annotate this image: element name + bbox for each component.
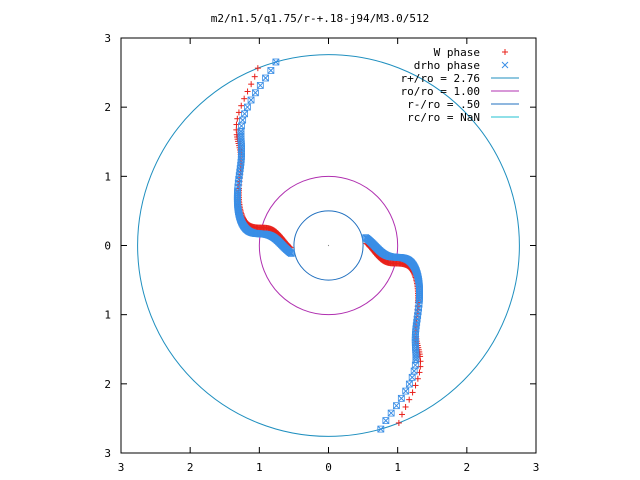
x-tick-label: 1 (256, 461, 263, 474)
reference-circle (137, 54, 520, 437)
x-tick-label: 3 (118, 461, 125, 474)
y-tick-label: 0 (104, 240, 111, 253)
y-tick-label: 3 (104, 447, 111, 460)
legend-label: ro/ro = 1.00 (401, 85, 480, 98)
drho-phase-point (387, 409, 395, 417)
reference-circle (258, 175, 399, 316)
drho-phase-point (272, 58, 280, 66)
drho-phase-point (256, 82, 264, 89)
drho-phase-point (247, 96, 255, 104)
w-phase-point (414, 375, 421, 382)
w-phase-point (402, 403, 409, 410)
x-tick-label: 0 (325, 461, 332, 474)
drho-phase-point (267, 67, 275, 74)
w-phase-point (398, 411, 405, 418)
w-phase-point (238, 102, 245, 109)
x-tick-label: 1 (394, 461, 401, 474)
w-phase-point (241, 95, 248, 102)
drho-phase-point (287, 249, 295, 257)
drho-phase-point (252, 89, 259, 97)
x-tick-label: 3 (533, 461, 540, 474)
drho-phase-point (402, 387, 410, 395)
drho-phase-point (244, 103, 251, 111)
y-tick-label: 2 (104, 378, 111, 391)
drho-phase-point (397, 394, 405, 402)
drho-phase-point (382, 417, 390, 425)
legend-label: r+/ro = 2.76 (401, 72, 480, 85)
chart-title: m2/n1.5/q1.75/r-+.18-j94/M3.0/512 (211, 12, 430, 25)
legend-label: rc/ro = NaN (407, 111, 480, 124)
drho-phase-point (405, 380, 413, 388)
y-tick-label: 2 (104, 101, 111, 114)
w-phase-point (244, 88, 251, 95)
legend-label: r-/ro = .50 (407, 98, 480, 111)
drho-phase-point (262, 74, 269, 82)
drho-phase-point (393, 402, 400, 410)
y-tick-label: 1 (104, 170, 111, 183)
w-phase-point (235, 109, 242, 116)
drho-phase-point (411, 361, 419, 369)
w-phase-point (248, 81, 255, 88)
w-phase-point (409, 389, 416, 396)
w-phase-point (406, 396, 413, 403)
drho-phase-point (238, 122, 245, 130)
drho-phase-point (377, 425, 385, 433)
drho-phase-point (362, 234, 370, 242)
legend-label: W phase (434, 46, 480, 59)
w-phase-point (251, 73, 258, 80)
x-tick-label: 2 (187, 461, 194, 474)
reference-circle (293, 210, 364, 281)
origin-dot (327, 244, 330, 247)
legend-swatch (501, 61, 509, 69)
w-phase-point (412, 382, 419, 389)
w-phase-point (254, 65, 261, 72)
w-phase-point (395, 419, 402, 426)
y-tick-label: 3 (104, 32, 111, 45)
reference-circles (137, 54, 520, 437)
legend-label: drho phase (414, 59, 480, 72)
data-points (233, 58, 424, 433)
y-tick-label: 1 (104, 309, 111, 322)
x-tick-label: 2 (464, 461, 471, 474)
